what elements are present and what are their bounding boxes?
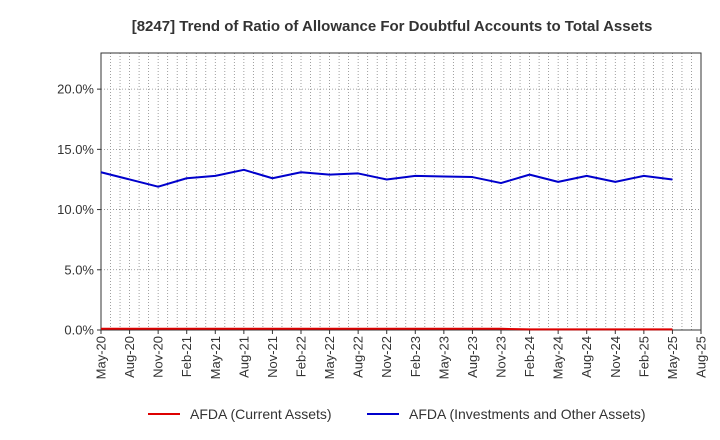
x-tick-label: Feb-24 (522, 336, 537, 377)
x-tick-label: May-25 (665, 336, 680, 379)
y-tick-label: 10.0% (57, 202, 94, 217)
x-tick-label: Aug-22 (351, 336, 366, 378)
x-tick-label: Aug-21 (236, 336, 251, 378)
x-tick-label: Aug-20 (122, 336, 137, 378)
series-line-2 (100, 168, 673, 188)
x-tick-label: Feb-22 (294, 336, 309, 377)
x-tick-label: Aug-23 (465, 336, 480, 378)
y-tick-label: 15.0% (57, 142, 94, 157)
y-tick-label: 5.0% (64, 262, 94, 277)
y-tick-label: 0.0% (64, 323, 94, 338)
x-tick-label: Nov-20 (151, 336, 166, 378)
y-tick-label: 20.0% (57, 82, 94, 97)
series-line-1 (101, 327, 673, 331)
x-tick-label: Nov-23 (494, 336, 509, 378)
x-tick-label: Feb-23 (408, 336, 423, 377)
x-tick-label: May-21 (208, 336, 223, 379)
legend-label-1: AFDA (Current Assets) (190, 406, 332, 422)
x-tick-label: May-24 (551, 336, 566, 379)
x-tick-label: May-23 (436, 336, 451, 379)
x-tick-label: Feb-21 (179, 336, 194, 377)
chart-title: [8247] Trend of Ratio of Allowance For D… (132, 18, 653, 35)
x-tick-label: Nov-22 (379, 336, 394, 378)
x-tick-label: May-22 (322, 336, 337, 379)
x-tick-label: Feb-25 (636, 336, 651, 377)
x-tick-label: May-20 (94, 336, 109, 379)
x-tick-label: Nov-24 (608, 336, 623, 378)
plot-frame (100, 52, 702, 331)
x-tick-label: Nov-21 (265, 336, 280, 378)
x-tick-label: Aug-24 (579, 336, 594, 378)
legend-label-2: AFDA (Investments and Other Assets) (409, 406, 646, 422)
x-tick-label: Aug-25 (694, 336, 709, 378)
